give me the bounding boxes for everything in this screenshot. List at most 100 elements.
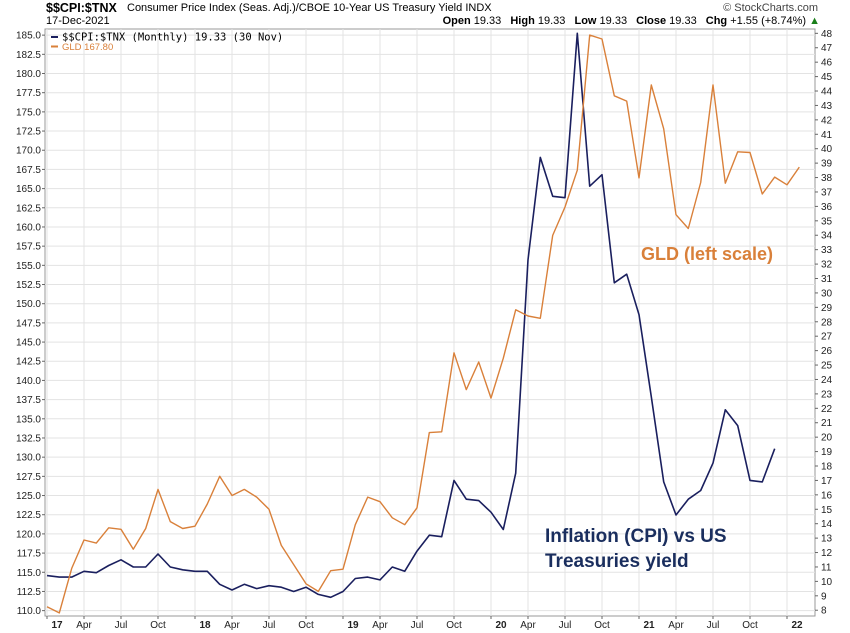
right-tick-label: 36: [821, 202, 833, 213]
x-tick-label: Apr: [668, 620, 684, 631]
low-label: Low: [574, 15, 597, 27]
right-tick-label: 30: [821, 288, 833, 299]
right-tick-label: 48: [821, 29, 833, 40]
gld-annotation: GLD (left scale): [641, 244, 773, 264]
x-tick-label: 22: [791, 620, 803, 631]
left-tick-label: 165.0: [16, 184, 41, 195]
left-tick-label: 137.5: [16, 395, 41, 406]
right-tick-label: 21: [821, 418, 833, 429]
high-label: High: [510, 15, 535, 27]
x-tick-label: Jul: [707, 620, 720, 631]
left-tick-label: 122.5: [16, 510, 41, 521]
left-tick-label: 117.5: [17, 549, 42, 560]
right-tick-label: 25: [821, 361, 833, 372]
right-tick-label: 46: [821, 58, 833, 69]
left-tick-label: 177.5: [16, 88, 41, 99]
x-tick-label: Oct: [742, 620, 758, 631]
x-tick-label: Oct: [298, 620, 314, 631]
inflation-annotation-line-1: Inflation (CPI) vs US: [545, 526, 727, 547]
right-tick-label: 20: [821, 433, 833, 444]
x-axis: 17 Apr Jul Oct 18 Apr Jul Oct 19 Apr Jul Oct 20 Apr Ju…: [46, 616, 803, 631]
left-tick-label: 127.5: [16, 472, 41, 483]
left-tick-label: 167.5: [16, 165, 41, 176]
right-tick-label: 24: [821, 375, 833, 386]
right-tick-label: 28: [821, 317, 833, 328]
left-tick-label: 125.0: [16, 491, 41, 502]
x-tick-label: Oct: [446, 620, 462, 631]
chart-symbol: $$CPI:$TNX: [46, 1, 117, 15]
x-tick-label: 18: [199, 620, 211, 631]
right-tick-label: 34: [821, 231, 833, 242]
right-tick-label: 11: [821, 562, 832, 573]
legend-label-cpi-tnx: $$CPI:$TNX (Monthly) 19.33 (30 Nov): [62, 32, 283, 44]
series-layer: [46, 32, 800, 614]
right-tick-label: 44: [821, 87, 833, 98]
x-tick-label: Apr: [372, 620, 388, 631]
left-tick-label: 162.5: [16, 203, 41, 214]
right-tick-label: 22: [821, 404, 833, 415]
right-tick-label: 33: [821, 245, 833, 256]
left-tick-label: 160.0: [16, 222, 41, 233]
right-tick-label: 43: [821, 101, 833, 112]
right-tick-label: 35: [821, 216, 833, 227]
low-value: 19.33: [599, 15, 628, 27]
right-tick-label: 13: [821, 534, 833, 545]
left-tick-label: 170.0: [16, 146, 41, 157]
right-tick-label: 29: [821, 303, 833, 314]
right-tick-label: 32: [821, 260, 833, 271]
chg-value: +1.55 (+8.74%): [730, 15, 807, 27]
right-tick-label: 9: [821, 591, 827, 602]
x-tick-label: Jul: [263, 620, 276, 631]
right-tick-label: 41: [821, 130, 833, 141]
open-value: 19.33: [473, 15, 502, 27]
right-tick-label: 31: [821, 274, 833, 285]
right-tick-label: 14: [821, 519, 833, 530]
series-line-cpi-tnx: [46, 32, 776, 599]
legend: $$CPI:$TNX (Monthly) 19.33 (30 Nov) GLD …: [51, 32, 283, 53]
x-tick-label: 19: [347, 620, 359, 631]
x-tick-label: 20: [495, 620, 507, 631]
right-tick-label: 23: [821, 389, 833, 400]
right-tick-label: 26: [821, 346, 833, 357]
left-axis: 110.0 112.5 115.0 117.5 120.0 122.5 125.0 127.5…: [16, 31, 45, 617]
close-value: 19.33: [669, 15, 697, 27]
x-tick-label: Apr: [224, 620, 240, 631]
right-tick-label: 15: [821, 505, 833, 516]
right-tick-label: 8: [821, 606, 827, 617]
left-tick-label: 140.0: [16, 376, 41, 387]
chg-label: Chg: [705, 15, 728, 27]
x-tick-label: 17: [51, 620, 63, 631]
copyright-label[interactable]: © StockCharts.com: [723, 2, 818, 14]
chart-title: Consumer Price Index (Seas. Adj.)/CBOE 1…: [127, 2, 492, 14]
right-axis: 8 9 10 11 12 13 14 15 16 17 18 19 20 21 22 23 24 25 26 27 28…: [815, 29, 833, 617]
left-tick-label: 182.5: [16, 50, 41, 61]
left-tick-label: 172.5: [16, 127, 41, 138]
left-tick-label: 145.0: [16, 338, 41, 349]
left-tick-label: 152.5: [16, 280, 41, 291]
left-tick-label: 112.5: [17, 587, 42, 598]
x-tick-label: Oct: [594, 620, 610, 631]
left-tick-label: 132.5: [16, 433, 41, 444]
x-tick-label: Jul: [559, 620, 572, 631]
x-tick-label: Oct: [150, 620, 166, 631]
right-tick-label: 18: [821, 462, 833, 473]
right-tick-label: 19: [821, 447, 833, 458]
x-tick-label: Apr: [76, 620, 92, 631]
right-tick-label: 40: [821, 144, 833, 155]
x-tick-label: Jul: [411, 620, 424, 631]
left-tick-label: 175.0: [16, 107, 41, 118]
left-tick-label: 155.0: [16, 261, 41, 272]
legend-label-gld: GLD 167.80: [62, 42, 113, 53]
right-tick-label: 12: [821, 548, 833, 559]
right-tick-label: 10: [821, 577, 833, 588]
left-tick-label: 147.5: [16, 318, 41, 329]
inflation-annotation-line-2: Treasuries yield: [545, 551, 689, 572]
open-label: Open: [442, 15, 471, 27]
right-tick-label: 17: [821, 476, 833, 487]
right-tick-label: 39: [821, 159, 833, 170]
left-tick-label: 115.0: [17, 568, 42, 579]
left-tick-label: 180.0: [16, 69, 41, 80]
right-tick-label: 42: [821, 115, 833, 126]
right-tick-label: 16: [821, 490, 833, 501]
left-tick-label: 135.0: [16, 414, 41, 425]
